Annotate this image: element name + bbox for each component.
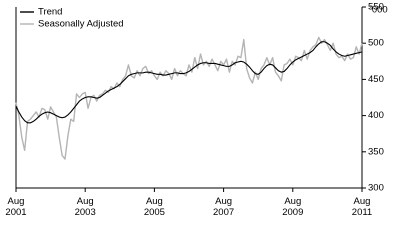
x-tick-label: Aug 2003: [74, 196, 96, 218]
y-tick-label: 400: [368, 110, 384, 121]
legend-label: Trend: [38, 7, 62, 18]
legend-label: Seasonally Adjusted: [38, 19, 124, 30]
chart-root: '000 300 350 400 450 500 550 Trend Seasonally A…: [5, 2, 388, 218]
x-tick-label: Aug 2007: [213, 196, 235, 218]
y-tick-label: 300: [368, 183, 384, 194]
y-tick-label: 450: [368, 74, 384, 85]
x-tick-label: Aug 2005: [143, 196, 165, 218]
x-tick-label: Aug 2009: [282, 196, 304, 218]
series-line: [15, 36, 363, 160]
x-tick-label: Aug 2001: [5, 196, 27, 218]
y-tick-label: 500: [368, 38, 384, 49]
series-line: [15, 41, 363, 124]
y-tick-label: 350: [368, 146, 384, 157]
y-tick-label: 550: [368, 2, 384, 13]
y-axis-label: '000: [370, 5, 388, 16]
x-tick-label: Aug 2011: [351, 196, 373, 218]
